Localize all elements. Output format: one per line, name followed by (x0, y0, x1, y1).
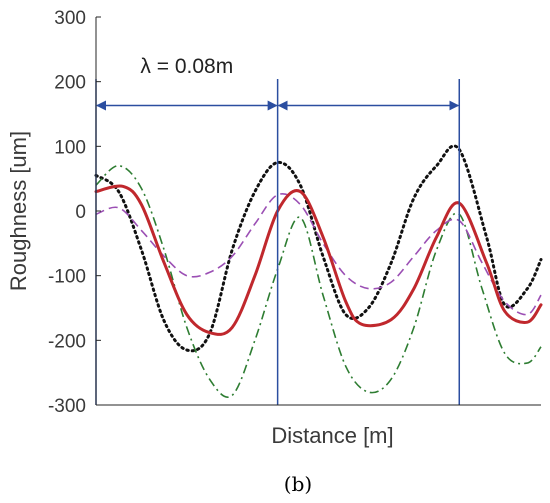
x-axis-label: Distance [m] (271, 423, 393, 448)
series-line-dash-dot (95, 164, 542, 398)
series-line-solid-thick (94, 184, 543, 336)
y-tick-label: 0 (75, 202, 86, 223)
y-axis-label: Roughness [um] (6, 131, 31, 291)
y-tick-label: -200 (48, 331, 86, 352)
y-tick-label: 200 (54, 73, 86, 94)
series-layer (94, 144, 543, 398)
series-line-dashed (95, 193, 542, 316)
y-tick-label: 100 (54, 137, 86, 158)
series-line-dotted (94, 144, 543, 353)
y-tick-label: -100 (48, 267, 86, 288)
figure-caption: (b) (284, 472, 312, 496)
wavelength-annotation: λ = 0.08m (140, 55, 233, 78)
y-tick-label: -300 (48, 396, 86, 417)
y-tick-label: 300 (54, 8, 86, 29)
y-ticks: -300 -200 -100 0 100 200 300 (48, 8, 101, 417)
